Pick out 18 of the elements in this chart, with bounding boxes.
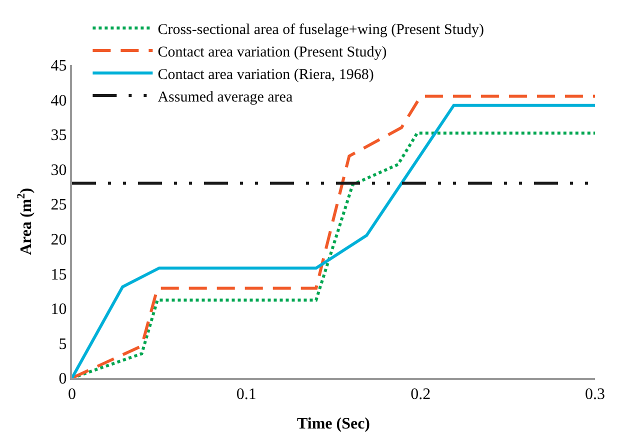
y-tick-label: 10: [50, 301, 67, 318]
y-tick-label: 20: [50, 231, 67, 248]
y-tick-label: 25: [50, 196, 67, 214]
y-tick-label: 35: [50, 127, 67, 144]
legend-label: Contact area variation (Riera, 1968): [158, 66, 374, 83]
x-tick-label: 0.2: [410, 386, 431, 404]
x-axis-title: Time (Sec): [296, 415, 370, 432]
x-tick-label: 0.3: [585, 386, 605, 404]
y-tick-label: 45: [50, 58, 67, 75]
x-tick-label: 0.1: [236, 386, 256, 404]
y-tick-label: 30: [50, 162, 67, 179]
y-tick-label: 0: [58, 370, 67, 388]
y-tick-label: 5: [58, 336, 67, 353]
y-tick-label: 15: [50, 266, 67, 284]
legend-label: Cross-sectional area of fuselage+wing (Present Study): [158, 22, 484, 38]
legend-label: Assumed average area: [158, 89, 293, 106]
legend-label: Contact area variation (Present Study): [158, 44, 387, 60]
y-tick-label: 40: [50, 92, 67, 110]
